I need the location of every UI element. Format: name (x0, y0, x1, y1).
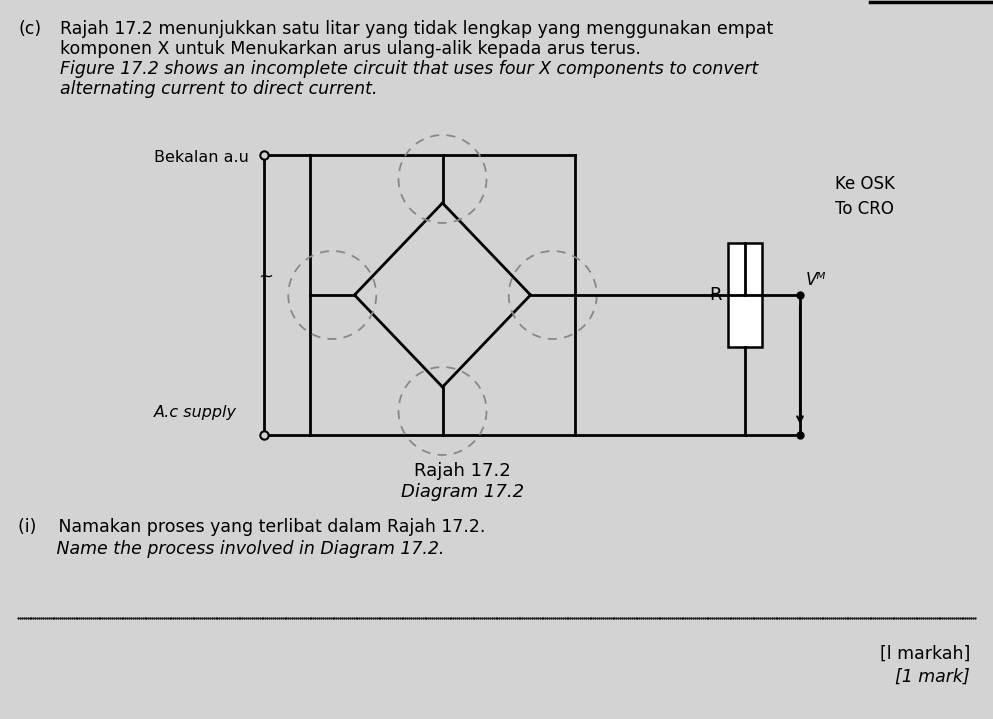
Text: komponen X untuk Menukarkan arus ulang-alik kepada arus terus.: komponen X untuk Menukarkan arus ulang-a… (60, 40, 640, 58)
Text: [l markah]: [l markah] (880, 645, 970, 663)
Text: Vᴹ: Vᴹ (806, 271, 826, 289)
Text: To CRO: To CRO (835, 200, 894, 218)
Text: Rajah 17.2: Rajah 17.2 (414, 462, 510, 480)
Text: ~: ~ (258, 268, 273, 286)
Text: [1 mark]: [1 mark] (896, 668, 970, 686)
Text: Rajah 17.2 menunjukkan satu litar yang tidak lengkap yang menggunakan empat: Rajah 17.2 menunjukkan satu litar yang t… (60, 20, 774, 38)
Text: alternating current to direct current.: alternating current to direct current. (60, 80, 377, 98)
Text: Name the process involved in Diagram 17.2.: Name the process involved in Diagram 17.… (18, 540, 445, 558)
Text: R: R (710, 286, 722, 304)
Text: (i)    Namakan proses yang terlibat dalam Rajah 17.2.: (i) Namakan proses yang terlibat dalam R… (18, 518, 486, 536)
Text: Figure 17.2 shows an incomplete circuit that uses four X components to convert: Figure 17.2 shows an incomplete circuit … (60, 60, 759, 78)
Text: Diagram 17.2: Diagram 17.2 (401, 483, 524, 501)
Text: (c): (c) (18, 20, 41, 38)
Bar (728, 243, 762, 347)
Text: Ke OSK: Ke OSK (835, 175, 895, 193)
Text: Bekalan a.u: Bekalan a.u (154, 150, 249, 165)
Text: A.c supply: A.c supply (154, 405, 237, 420)
